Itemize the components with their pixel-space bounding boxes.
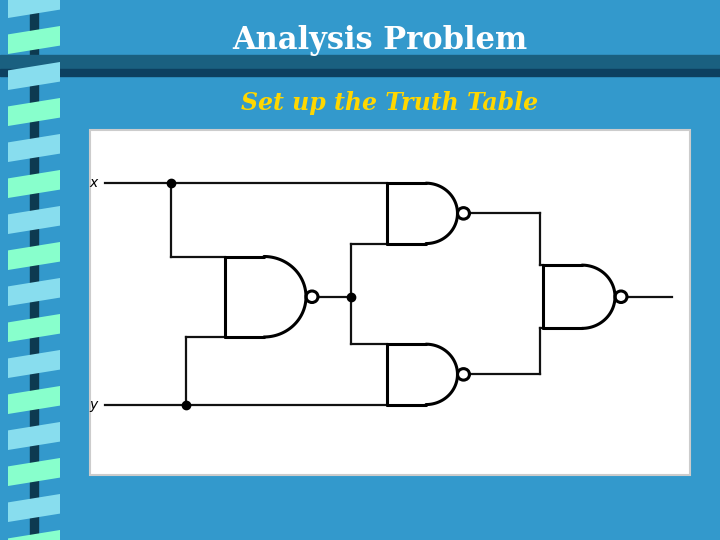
Text: x: x: [89, 176, 98, 190]
Polygon shape: [8, 314, 60, 342]
Text: Analysis Problem: Analysis Problem: [233, 24, 528, 56]
Polygon shape: [8, 494, 60, 522]
Polygon shape: [8, 458, 60, 486]
Bar: [0, 69, 720, 76]
Polygon shape: [8, 170, 60, 198]
Polygon shape: [8, 134, 60, 162]
Bar: [30, 0, 38, 540]
Polygon shape: [8, 242, 60, 270]
Polygon shape: [8, 350, 60, 378]
Bar: [0, 55, 720, 69]
Polygon shape: [8, 278, 60, 306]
Polygon shape: [8, 530, 60, 540]
Polygon shape: [8, 206, 60, 234]
Bar: [90, 130, 690, 475]
Polygon shape: [8, 98, 60, 126]
Text: y: y: [89, 397, 98, 411]
Polygon shape: [8, 0, 60, 18]
Text: Set up the Truth Table: Set up the Truth Table: [241, 91, 539, 115]
Polygon shape: [8, 26, 60, 54]
Polygon shape: [8, 386, 60, 414]
Polygon shape: [8, 422, 60, 450]
Polygon shape: [8, 62, 60, 90]
